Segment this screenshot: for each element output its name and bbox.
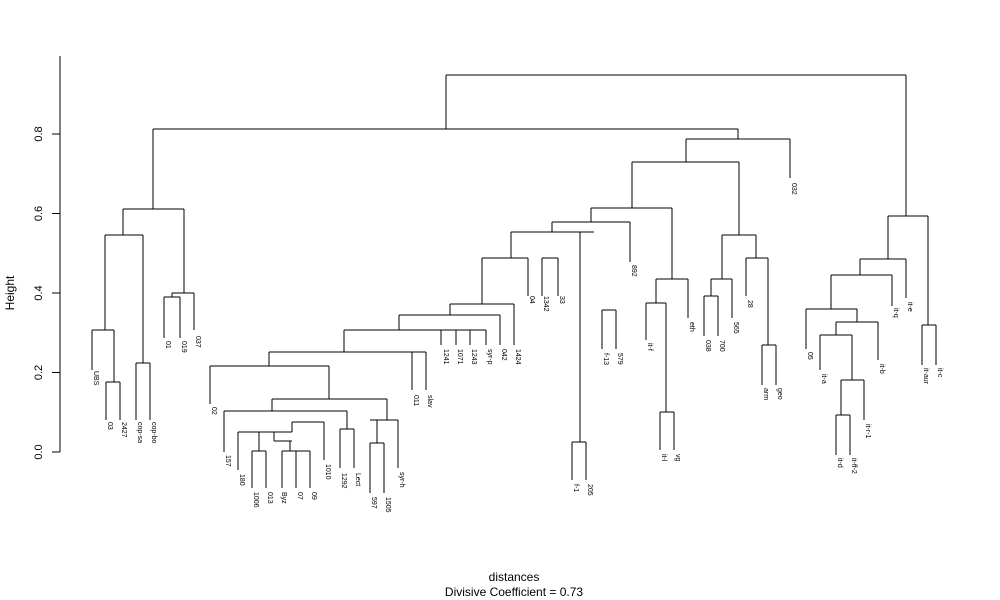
leaf-label: it-aur — [922, 368, 929, 385]
leaf-label: it-r-1 — [864, 424, 871, 438]
leaf-label: 597 — [370, 497, 377, 509]
leaf-label: 02 — [210, 407, 217, 415]
leaf-label: 565 — [732, 322, 739, 334]
leaf-label: it-a — [820, 374, 827, 384]
leaf-label: 1292 — [340, 473, 347, 489]
leaf-label: 1342 — [542, 296, 549, 312]
leaf-label: it-b — [878, 364, 885, 374]
leaf-label: f-1 — [572, 484, 579, 492]
leaf-label: 2427 — [120, 422, 127, 438]
leaf-label: 1505 — [384, 497, 391, 513]
leaf-label: 037 — [194, 336, 201, 348]
leaf-label: 1243 — [470, 349, 477, 365]
leaf-label: 28 — [746, 300, 753, 308]
leaf-label: slav — [426, 395, 433, 408]
leaf-label: 1071 — [456, 349, 463, 365]
leaf-label: it-l — [660, 454, 667, 462]
leaf-label: 05 — [806, 352, 813, 360]
leaf-label: syr-p — [486, 349, 493, 365]
leaf-label: 04 — [528, 296, 535, 304]
y-tick-label: 0.4 — [33, 285, 45, 300]
leaf-label: 205 — [586, 484, 593, 496]
y-tick-label: 0.6 — [33, 206, 45, 221]
dendrogram-tree — [91, 74, 937, 493]
leaf-label: 1241 — [442, 349, 449, 365]
leaf-label: cop-bo — [150, 422, 157, 444]
leaf-label: it-d — [836, 458, 843, 468]
leaf-label: 013 — [266, 492, 273, 504]
leaf-label: it-ff-2 — [850, 458, 857, 474]
leaf-label: 700 — [718, 340, 725, 352]
leaf-label: it-c — [936, 368, 943, 378]
leaf-label: f-13 — [602, 353, 609, 365]
leaf-label: 1010 — [324, 464, 331, 480]
leaf-label: it-e — [906, 302, 913, 312]
leaf-label: eth — [688, 322, 695, 332]
y-tick-label: 0.0 — [33, 444, 45, 459]
leaf-label: 157 — [224, 455, 231, 467]
y-axis-label: Height — [3, 275, 17, 310]
leaf-label: 01 — [164, 341, 171, 349]
leaf-label: arm — [762, 388, 769, 400]
leaf-label: vg — [674, 454, 681, 462]
leaf-label: 1006 — [252, 492, 259, 508]
leaf-label: 019 — [180, 341, 187, 353]
leaf-label: 180 — [238, 474, 245, 486]
y-tick-label: 0.8 — [33, 126, 45, 141]
leaf-label: Lect — [354, 473, 361, 486]
leaf-label: 07 — [296, 492, 303, 500]
leaf-label: 33 — [558, 296, 565, 304]
leaf-label: it-q — [892, 308, 899, 318]
leaf-label: 042 — [500, 349, 507, 361]
leaf-label: it-f — [646, 343, 653, 351]
leaf-labels: UBS 03 2427 cop-sa cop-bo 01 019 037 02 157 180 100… — [92, 183, 943, 513]
leaf-label: 1424 — [514, 349, 521, 365]
leaf-label: cop-sa — [136, 422, 143, 443]
x-axis-label: distances — [489, 570, 540, 584]
y-axis: 0.0 0.2 0.4 0.6 0.8 — [33, 56, 61, 460]
y-tick-label: 0.2 — [33, 365, 45, 380]
leaf-label: UBS — [92, 371, 99, 386]
leaf-label: 09 — [310, 492, 317, 500]
leaf-label: Byz — [280, 492, 287, 504]
leaf-label: 032 — [790, 183, 797, 195]
leaf-label: 892 — [630, 265, 637, 277]
leaf-label: 579 — [616, 353, 623, 365]
leaf-label: 038 — [704, 340, 711, 352]
leaf-label: syr-h — [398, 472, 405, 488]
subtitle: Divisive Coefficient = 0.73 — [445, 585, 584, 599]
leaf-label: geo — [776, 388, 783, 400]
leaf-label: 011 — [412, 395, 419, 406]
leaf-label: 03 — [106, 422, 113, 430]
